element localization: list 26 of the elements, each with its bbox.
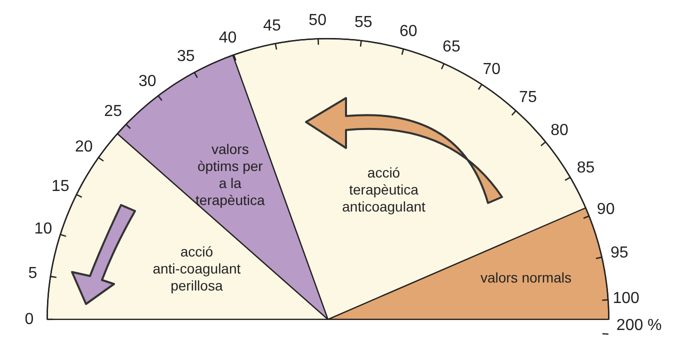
slice-label: acció anti-coagulant perillosa <box>152 244 241 294</box>
text: 25 <box>104 103 122 120</box>
text: 200 % <box>616 316 662 334</box>
slice-label: valors normals <box>480 269 572 286</box>
text: 40 <box>218 29 237 46</box>
text: 70 <box>482 60 501 78</box>
text: 75 <box>519 88 537 106</box>
text: 15 <box>51 178 70 195</box>
text: 5 <box>28 265 38 282</box>
text: 45 <box>263 17 282 34</box>
text: 95 <box>610 244 628 262</box>
text: 30 <box>138 72 156 90</box>
slice-label: valors òptims per a la terapèutica <box>196 140 265 208</box>
text: 60 <box>399 23 418 40</box>
text: 20 <box>74 138 93 156</box>
text: 10 <box>34 220 52 238</box>
text: 35 <box>176 48 195 65</box>
text: 0 <box>24 310 34 328</box>
text: 100 <box>612 290 640 307</box>
text: 65 <box>442 38 460 56</box>
text: 80 <box>550 122 569 139</box>
text: 55 <box>354 14 372 32</box>
text: 50 <box>308 12 327 30</box>
text: 90 <box>596 200 615 218</box>
text: 85 <box>576 160 595 177</box>
slice-label: acció terapèutica anticoagulant <box>342 164 426 214</box>
